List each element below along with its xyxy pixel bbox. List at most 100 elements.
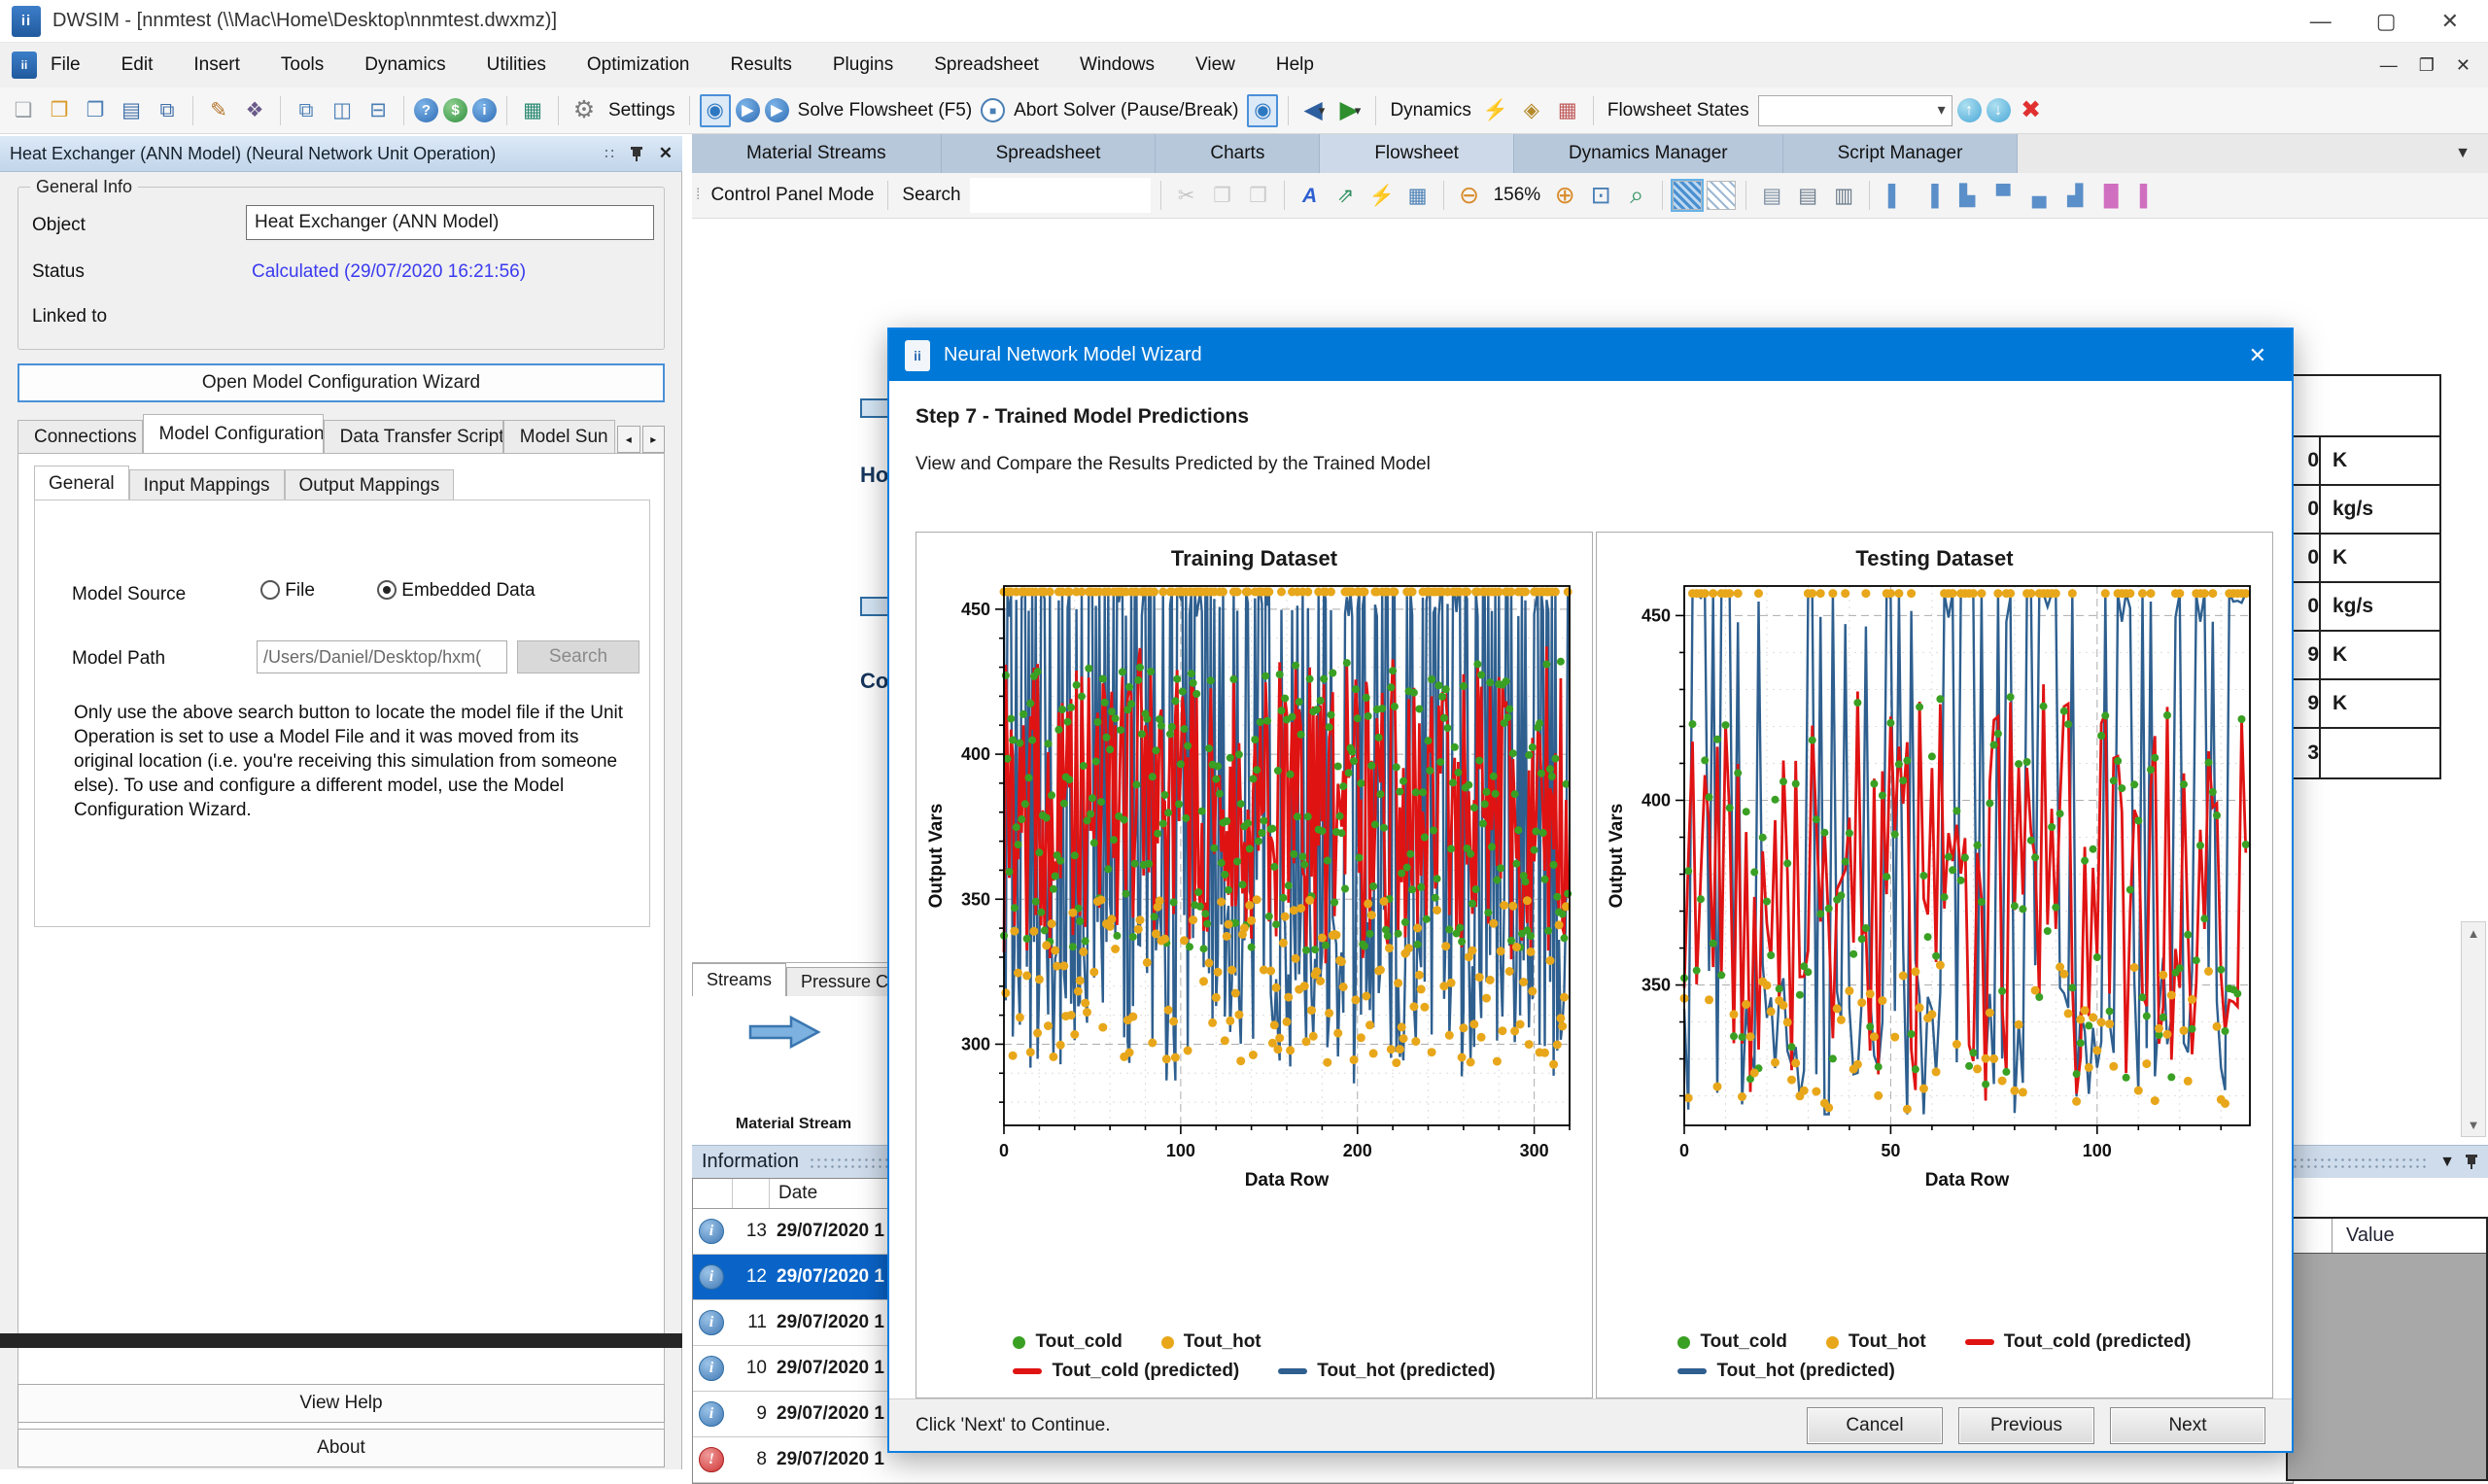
abort-stop-icon[interactable]: ■ <box>981 98 1005 122</box>
doc-tab-spreadsheet[interactable]: Spreadsheet <box>942 134 1157 173</box>
mdi-minimize-icon[interactable]: — <box>2380 55 2398 76</box>
state-delete-icon[interactable]: ✖ <box>2016 94 2047 127</box>
menu-spreadsheet[interactable]: Spreadsheet <box>934 54 1039 76</box>
doc-tab-script-manager[interactable]: Script Manager <box>1783 134 2019 173</box>
about-button[interactable]: About <box>17 1429 665 1467</box>
donate-icon[interactable]: $ <box>443 98 467 122</box>
panel-pin-icon[interactable] <box>630 147 643 161</box>
new-file-icon[interactable]: ❏ <box>8 94 39 127</box>
dynamics-model-icon[interactable]: ◈ <box>1516 94 1547 127</box>
menu-tools[interactable]: Tools <box>281 54 324 76</box>
flowsheet-stream-node[interactable] <box>860 398 889 418</box>
menu-dynamics[interactable]: Dynamics <box>364 54 445 76</box>
menu-results[interactable]: Results <box>731 54 792 76</box>
next-button[interactable]: Next <box>2110 1407 2265 1444</box>
help-circle-icon[interactable]: ? <box>414 98 438 122</box>
subtab-general[interactable]: General <box>34 466 129 500</box>
step-play-icon[interactable]: ▶ <box>736 98 760 122</box>
panel-resize-strip[interactable] <box>0 1333 682 1348</box>
tile-horizontal-icon[interactable]: ⊟ <box>363 94 394 127</box>
doc-tab-material-streams[interactable]: Material Streams <box>692 134 942 173</box>
zoom-in-icon[interactable]: ⊕ <box>1549 179 1580 212</box>
menu-windows[interactable]: Windows <box>1080 54 1155 76</box>
hatch-dense-icon[interactable] <box>1673 181 1702 210</box>
editor-tab-data-transfer-script[interactable]: Data Transfer Script <box>324 420 503 453</box>
material-stream-arrow-icon[interactable] <box>748 1014 826 1053</box>
mdi-restore-icon[interactable]: ❐ <box>2419 55 2435 76</box>
menu-utilities[interactable]: Utilities <box>487 54 546 76</box>
align-left-icon[interactable]: ▌ <box>1880 179 1911 212</box>
scroll-down-icon[interactable]: ▼ <box>2468 1114 2480 1136</box>
doc-tab-dynamics-manager[interactable]: Dynamics Manager <box>1514 134 1783 173</box>
cut-icon[interactable]: ✂ <box>1171 179 1202 212</box>
menu-plugins[interactable]: Plugins <box>833 54 893 76</box>
close-icon[interactable]: ✕ <box>2441 9 2459 34</box>
radio-file-circle[interactable] <box>260 580 280 600</box>
search-input[interactable] <box>970 178 1151 213</box>
menu-edit[interactable]: Edit <box>121 54 154 76</box>
copy-icon[interactable]: ❐ <box>1207 179 1238 212</box>
align-top-icon[interactable]: ▀ <box>1987 179 2019 212</box>
align-right-icon[interactable]: ▙ <box>1952 179 1983 212</box>
radio-embedded-circle[interactable] <box>377 580 397 600</box>
print-icon[interactable]: ▤ <box>1792 179 1823 212</box>
radio-file[interactable]: File <box>260 580 315 602</box>
distribute-v-icon[interactable]: ▌ <box>2131 179 2162 212</box>
open-folder-icon[interactable]: ❒ <box>44 94 75 127</box>
settings-gear-icon[interactable]: ⚙ <box>569 94 600 127</box>
model-path-input[interactable]: /Users/Daniel/Desktop/hxm( <box>257 640 507 673</box>
value-column-header[interactable]: Value <box>2332 1219 2486 1253</box>
mdi-close-icon[interactable]: ✕ <box>2456 55 2471 76</box>
open-model-configuration-wizard-button[interactable]: Open Model Configuration Wizard <box>17 363 665 402</box>
dropdown-caret-icon[interactable]: ▾ <box>1319 104 1326 117</box>
edit-script-icon[interactable]: ✎ <box>203 94 234 127</box>
save-icon[interactable]: ▤ <box>116 94 147 127</box>
minimize-icon[interactable]: — <box>2310 9 2332 34</box>
page-setup-icon[interactable]: ▤ <box>1756 179 1787 212</box>
about-circle-icon[interactable]: i <box>472 98 497 122</box>
tab-scroll-left-icon[interactable]: ◂ <box>617 426 639 453</box>
panel-options-icon[interactable]: ∷ <box>605 145 614 162</box>
editor-tab-model-sun[interactable]: Model Sun <box>503 420 615 453</box>
align-bottom-icon[interactable]: ▟ <box>2059 179 2091 212</box>
power-toggle-icon[interactable]: ◉ <box>700 94 731 127</box>
align-center-h-icon[interactable]: ▐ <box>1916 179 1947 212</box>
dropdown-caret-icon[interactable]: ▾ <box>1355 104 1362 117</box>
menu-optimization[interactable]: Optimization <box>587 54 690 76</box>
state-down-icon[interactable]: ↓ <box>1987 98 2011 122</box>
undo-arrow-icon[interactable]: ◀▾ <box>1298 94 1330 127</box>
state-up-icon[interactable]: ↑ <box>1957 98 1982 122</box>
chart-tool-icon[interactable]: ⇗ <box>1330 179 1362 212</box>
palette-item-material-stream[interactable]: Material Stream <box>692 1116 895 1133</box>
menu-insert[interactable]: Insert <box>193 54 240 76</box>
menu-view[interactable]: View <box>1195 54 1235 76</box>
save-as-icon[interactable]: ❐ <box>80 94 111 127</box>
zoom-fit-icon[interactable]: ⊡ <box>1585 179 1616 212</box>
zoom-out-icon[interactable]: ⊖ <box>1454 179 1485 212</box>
panel-pin-icon[interactable] <box>2465 1155 2478 1169</box>
zoom-selection-icon[interactable]: ⌕ <box>1621 179 1652 212</box>
subtab-output-mappings[interactable]: Output Mappings <box>285 469 455 500</box>
toolbar-grip[interactable]: ⁞ <box>696 187 698 204</box>
power-toggle-2-icon[interactable]: ◉ <box>1247 94 1278 127</box>
view-help-button[interactable]: View Help <box>17 1384 665 1423</box>
redo-arrow-icon[interactable]: ▶▾ <box>1334 94 1365 127</box>
hatch-light-icon[interactable] <box>1707 181 1736 210</box>
previous-button[interactable]: Previous <box>1958 1407 2094 1444</box>
object-name-input[interactable]: Heat Exchanger (ANN Model) <box>246 205 654 240</box>
radio-embedded-data[interactable]: Embedded Data <box>377 580 536 602</box>
cascade-windows-icon[interactable]: ⧉ <box>291 94 322 127</box>
table-tool-icon[interactable]: ▦ <box>1402 179 1434 212</box>
doc-tab-charts[interactable]: Charts <box>1156 134 1320 173</box>
model-path-search-button[interactable]: Search <box>517 640 639 673</box>
maximize-icon[interactable]: ▢ <box>2376 9 2397 34</box>
debug-spy-icon[interactable]: ❖ <box>239 94 270 127</box>
save-all-icon[interactable]: ⧉ <box>152 94 183 127</box>
quick-calc-icon[interactable]: ⚡ <box>1366 179 1398 212</box>
dynamics-integrator-icon[interactable]: ⚡ <box>1480 94 1511 127</box>
editor-tab-connections[interactable]: Connections <box>17 420 143 453</box>
panel-close-icon[interactable]: ✕ <box>659 144 673 163</box>
flowsheet-states-combobox[interactable] <box>1758 95 1952 126</box>
font-style-icon[interactable]: A <box>1295 179 1326 212</box>
vertical-scrollbar[interactable]: ▲ ▼ <box>2461 921 2486 1137</box>
